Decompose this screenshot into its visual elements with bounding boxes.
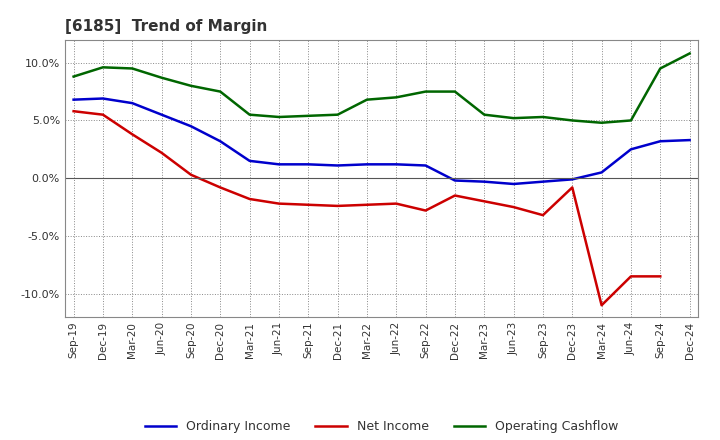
Net Income [421, 208, 430, 213]
Ordinary Income [568, 177, 577, 182]
Ordinary Income [392, 161, 400, 167]
Operating Cashflow [685, 51, 694, 56]
Operating Cashflow [568, 118, 577, 123]
Operating Cashflow [157, 75, 166, 81]
Operating Cashflow [216, 89, 225, 94]
Ordinary Income [274, 161, 283, 167]
Net Income [626, 274, 635, 279]
Ordinary Income [421, 163, 430, 168]
Ordinary Income [509, 181, 518, 187]
Operating Cashflow [392, 95, 400, 100]
Ordinary Income [128, 100, 137, 106]
Net Income [333, 203, 342, 209]
Operating Cashflow [128, 66, 137, 71]
Ordinary Income [304, 161, 312, 167]
Ordinary Income [598, 170, 606, 175]
Net Income [509, 205, 518, 210]
Ordinary Income [480, 179, 489, 184]
Net Income [392, 201, 400, 206]
Operating Cashflow [246, 112, 254, 117]
Line: Operating Cashflow: Operating Cashflow [73, 53, 690, 123]
Operating Cashflow [480, 112, 489, 117]
Net Income [451, 193, 459, 198]
Legend: Ordinary Income, Net Income, Operating Cashflow: Ordinary Income, Net Income, Operating C… [140, 415, 624, 438]
Operating Cashflow [363, 97, 372, 102]
Net Income [246, 196, 254, 202]
Operating Cashflow [99, 65, 107, 70]
Operating Cashflow [421, 89, 430, 94]
Ordinary Income [363, 161, 372, 167]
Net Income [539, 213, 547, 218]
Ordinary Income [186, 124, 195, 129]
Ordinary Income [685, 137, 694, 143]
Net Income [128, 132, 137, 137]
Ordinary Income [69, 97, 78, 102]
Operating Cashflow [539, 114, 547, 120]
Net Income [656, 274, 665, 279]
Operating Cashflow [626, 118, 635, 123]
Net Income [274, 201, 283, 206]
Operating Cashflow [304, 113, 312, 118]
Ordinary Income [99, 96, 107, 101]
Ordinary Income [656, 139, 665, 144]
Line: Ordinary Income: Ordinary Income [73, 99, 690, 184]
Ordinary Income [333, 163, 342, 168]
Text: [6185]  Trend of Margin: [6185] Trend of Margin [65, 19, 267, 34]
Ordinary Income [626, 147, 635, 152]
Net Income [304, 202, 312, 207]
Operating Cashflow [186, 83, 195, 88]
Net Income [157, 150, 166, 155]
Operating Cashflow [451, 89, 459, 94]
Ordinary Income [157, 112, 166, 117]
Net Income [480, 198, 489, 204]
Operating Cashflow [274, 114, 283, 120]
Net Income [69, 109, 78, 114]
Ordinary Income [451, 178, 459, 183]
Ordinary Income [539, 179, 547, 184]
Operating Cashflow [69, 74, 78, 79]
Net Income [99, 112, 107, 117]
Net Income [186, 172, 195, 177]
Operating Cashflow [656, 66, 665, 71]
Net Income [216, 185, 225, 190]
Ordinary Income [216, 139, 225, 144]
Ordinary Income [246, 158, 254, 164]
Net Income [363, 202, 372, 207]
Net Income [598, 303, 606, 308]
Operating Cashflow [598, 120, 606, 125]
Net Income [568, 185, 577, 190]
Operating Cashflow [509, 115, 518, 121]
Operating Cashflow [333, 112, 342, 117]
Line: Net Income: Net Income [73, 111, 660, 305]
